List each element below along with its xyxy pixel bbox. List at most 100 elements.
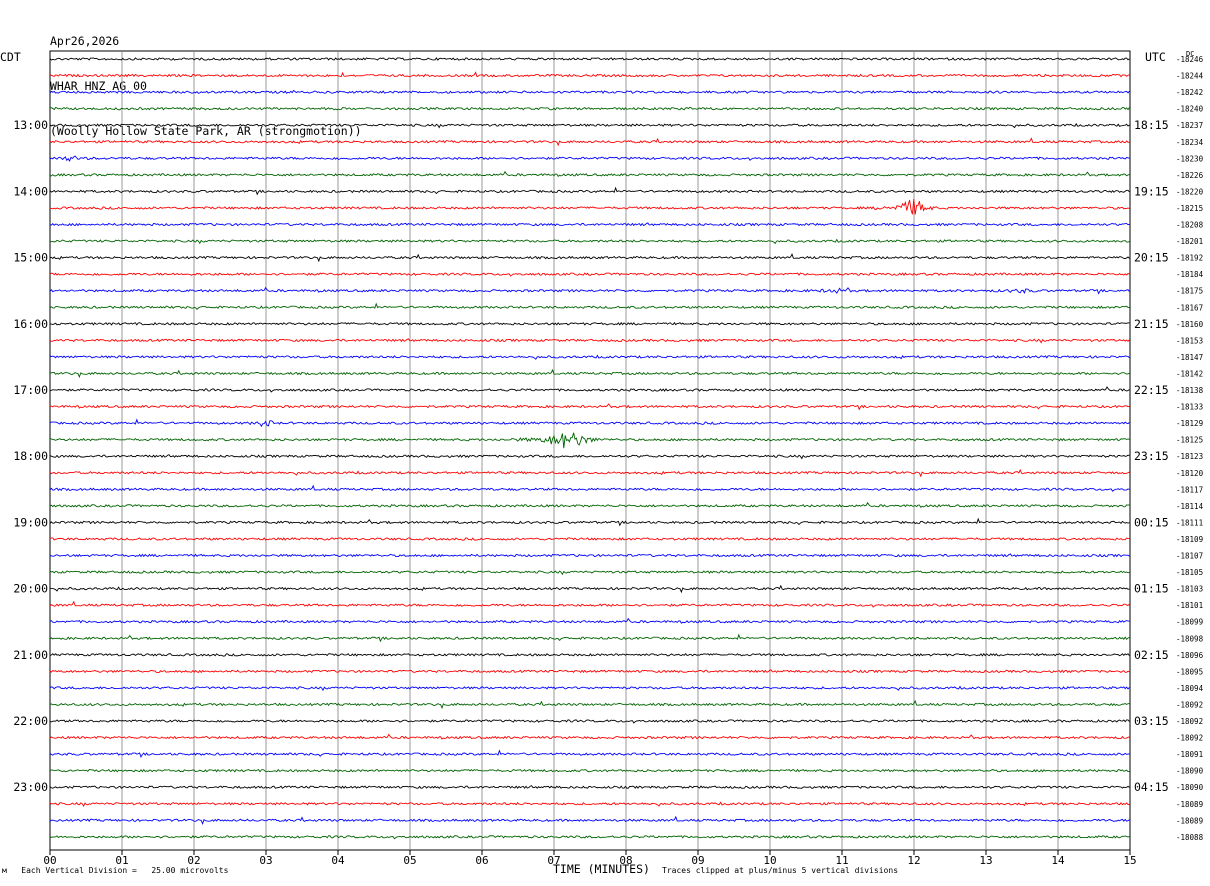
trace-line [49,484,1130,492]
right-hour-label: 23:15 [1134,449,1169,463]
right-hour-label: 18:15 [1134,118,1169,132]
dc-value: -18105 [1176,568,1203,577]
trace-line [49,89,1130,95]
right-hour-label: 22:15 [1134,383,1169,397]
dc-value: -18092 [1176,700,1203,709]
right-hour-label: 20:15 [1134,251,1169,265]
dc-value: -18120 [1176,469,1204,478]
x-tick-label: 00 [43,854,56,867]
x-tick-label: 06 [475,854,488,867]
right-hour-label: 00:15 [1134,515,1169,529]
left-hour-label: 21:00 [13,648,48,662]
dc-label: DC [1186,50,1194,58]
dc-value: -18160 [1176,320,1204,329]
dc-value: -18092 [1176,734,1203,743]
trace-line [49,238,1130,245]
trace-line [49,669,1130,674]
x-tick-label: 02 [187,854,200,867]
x-tick-label: 07 [547,854,560,867]
dc-value: -18091 [1176,750,1203,759]
dc-value: -18090 [1176,767,1204,776]
trace-line [49,815,1130,825]
trace-line [49,272,1130,277]
dc-value: -18230 [1176,154,1204,163]
dc-value: -18208 [1176,221,1204,230]
trace-line [49,749,1130,759]
trace-line [49,418,1130,428]
dc-value: -18226 [1176,171,1204,180]
dc-value: -18107 [1176,552,1203,561]
trace-line [49,699,1130,710]
left-hour-label: 22:00 [13,714,48,728]
plot-date: Apr26,2026 [50,34,120,48]
left-hour-label: 17:00 [13,383,48,397]
trace-line [49,454,1130,460]
trace-line [49,137,1130,147]
trace-line [49,553,1130,558]
trace-line [49,834,1130,840]
trace-line [49,338,1130,344]
left-hour-label: 18:00 [13,449,48,463]
x-tick-label: 09 [691,854,704,867]
dc-value: -18088 [1176,833,1204,842]
trace-line [49,517,1130,527]
trace-line [49,198,1130,215]
trace-line [49,584,1130,594]
dc-value: -18090 [1176,783,1204,792]
trace-line [49,403,1130,411]
dc-value: -18099 [1176,618,1203,627]
trace-line [49,354,1130,360]
dc-value: -18096 [1176,651,1204,660]
dc-value: -18175 [1176,287,1203,296]
dc-value: -18244 [1176,72,1204,81]
dc-value: -18095 [1176,667,1203,676]
trace-line [49,286,1130,295]
trace-line [49,537,1130,541]
dc-value: -18184 [1176,270,1204,279]
dc-value: -18089 [1176,800,1203,809]
trace-line [49,71,1130,78]
trace-line [49,768,1130,773]
x-tick-label: 13 [979,854,992,867]
station-code: WHAR HNZ AG 00 [50,79,147,93]
trace-line [49,501,1130,509]
left-hour-label: 19:00 [13,515,48,529]
trace-line [49,186,1130,196]
trace-line [49,253,1130,263]
trace-line [50,106,1130,111]
clip-note: Traces clipped at plus/minus 5 vertical … [662,866,899,875]
dc-value: -18201 [1176,237,1203,246]
left-hour-label: 16:00 [13,317,48,331]
trace-line [49,633,1130,643]
x-tick-label: 11 [835,854,848,867]
axis-labels: CDT UTC DC 13:00 14:00 15:00 16:00 17:00 18:0… [0,50,1194,794]
trace-line [49,617,1130,624]
left-hour-label: 23:00 [13,780,48,794]
dc-value: -18101 [1176,601,1203,610]
seismic-traces: -18246 -18244 -18242 -18240 -18237 -18234 -182… [49,55,1204,842]
dc-value: -18192 [1176,254,1203,263]
dc-value: -18240 [1176,105,1204,114]
trace-line [49,801,1130,808]
dc-value: -18234 [1176,138,1204,147]
trace-line [49,733,1130,740]
x-tick-label: 01 [115,854,128,867]
trace-line [49,321,1130,326]
x-tick-label: 04 [331,854,345,867]
right-hour-label: 02:15 [1134,648,1169,662]
corner-mark: м [2,866,7,875]
right-hour-label: 21:15 [1134,317,1169,331]
dc-value: -18123 [1176,452,1203,461]
trace-line [49,57,1130,61]
x-tick-label: 08 [619,854,632,867]
dc-value: -18246 [1176,55,1204,64]
left-hour-label: 14:00 [13,184,48,198]
minute-gridlines: 00 01 02 03 04 05 06 07 08 09 10 11 12 13 14 15 [43,50,1137,867]
dc-value: -18117 [1176,485,1203,494]
dc-value: -18111 [1176,518,1203,527]
dc-value: -18129 [1176,419,1203,428]
x-tick-label: 05 [403,854,416,867]
dc-value: -18109 [1176,535,1203,544]
dc-value: -18125 [1176,436,1203,445]
dc-value: -18237 [1176,121,1203,130]
